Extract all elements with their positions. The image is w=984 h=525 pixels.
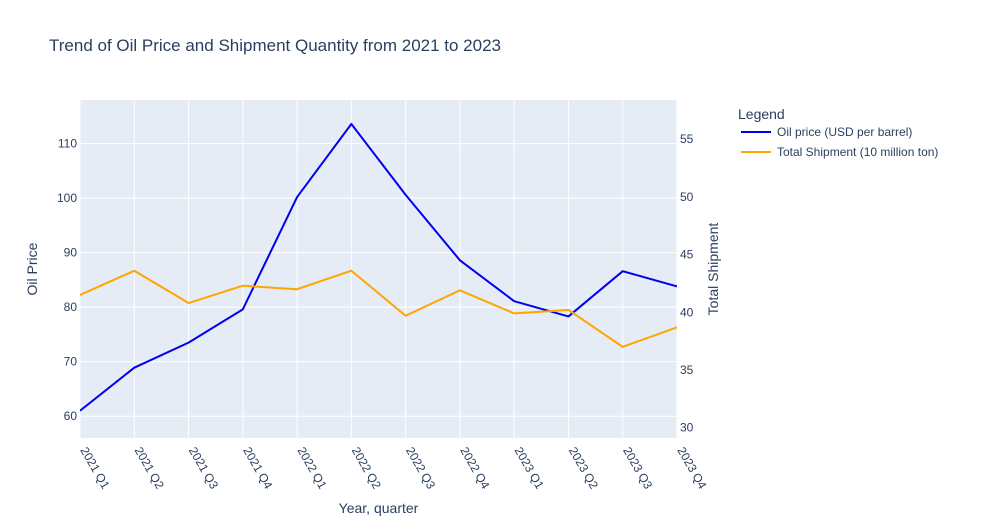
- legend-entry[interactable]: Total Shipment (10 million ton): [777, 145, 938, 159]
- y2-tick-labels: 30 35 40 45 50 55: [680, 132, 694, 434]
- y-tick-label: 70: [64, 355, 78, 369]
- x-tick-label: 2023 Q2: [566, 445, 601, 492]
- x-tick-label: 2021 Q2: [132, 445, 167, 492]
- x-tick-label: 2023 Q4: [674, 445, 709, 492]
- x-tick-label: 2022 Q1: [294, 445, 329, 492]
- plot-area: [80, 100, 677, 438]
- y-tick-label: 90: [64, 246, 78, 260]
- y-tick-label: 80: [64, 300, 78, 314]
- x-tick-labels: 2021 Q1 2021 Q2 2021 Q3 2021 Q4 2022 Q1 2022 …: [77, 445, 709, 492]
- x-tick-label: 2021 Q3: [186, 445, 221, 492]
- y-gridlines: [80, 143, 677, 417]
- y2-tick-label: 35: [680, 363, 694, 377]
- y-tick-label: 60: [64, 409, 78, 423]
- y2-tick-label: 55: [680, 132, 694, 146]
- y-tick-labels: 60 70 80 90 100 110: [57, 137, 77, 424]
- y2-tick-label: 30: [680, 421, 694, 435]
- x-tick-label: 2021 Q1: [77, 445, 112, 492]
- y-tick-label: 100: [57, 191, 77, 205]
- legend-entry[interactable]: Oil price (USD per barrel): [777, 125, 912, 139]
- x-tick-label: 2023 Q1: [512, 445, 547, 492]
- chart-title: Trend of Oil Price and Shipment Quantity…: [49, 36, 501, 55]
- y2-axis-title: Total Shipment: [705, 223, 721, 316]
- x-gridlines: [79, 100, 678, 438]
- y2-tick-label: 40: [680, 305, 694, 319]
- y2-tick-label: 45: [680, 248, 694, 262]
- y2-tick-label: 50: [680, 190, 694, 204]
- x-tick-label: 2023 Q3: [620, 445, 655, 492]
- x-tick-label: 2022 Q2: [349, 445, 384, 492]
- series-line-2: [80, 269, 677, 348]
- series-layer: [80, 122, 677, 412]
- legend: Legend Oil price (USD per barrel) Total S…: [738, 106, 938, 159]
- x-tick-label: 2022 Q3: [403, 445, 438, 492]
- series-line-1: [80, 122, 677, 412]
- x-tick-label: 2022 Q4: [457, 445, 492, 492]
- legend-title: Legend: [738, 106, 785, 122]
- y-tick-label: 110: [58, 137, 77, 151]
- x-axis-title: Year, quarter: [339, 500, 419, 516]
- x-tick-label: 2021 Q4: [240, 445, 275, 492]
- y-axis-title: Oil Price: [24, 242, 40, 295]
